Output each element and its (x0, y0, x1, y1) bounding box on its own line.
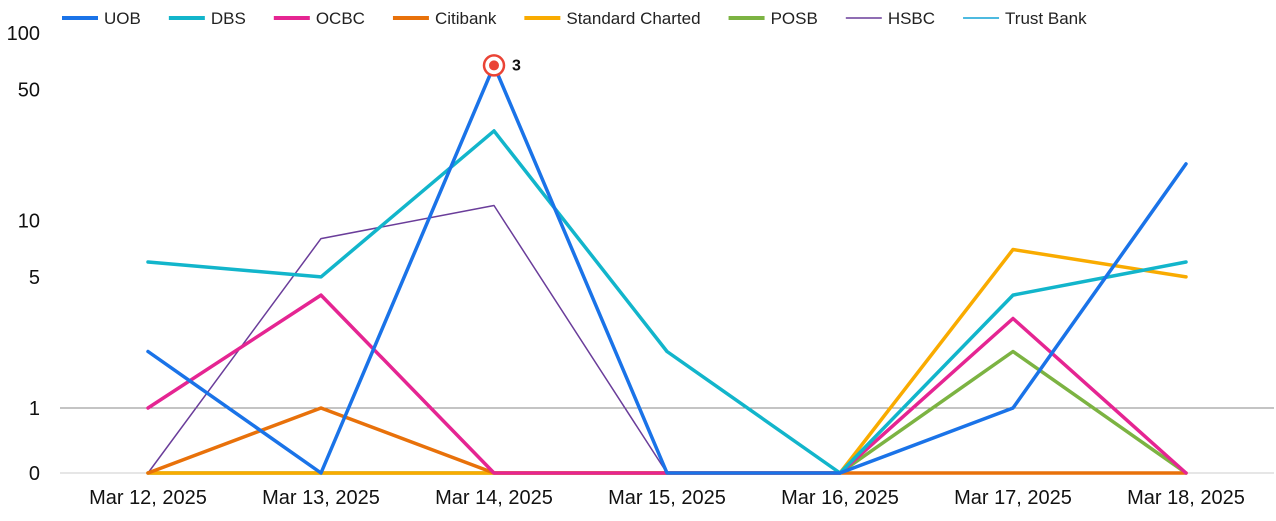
legend-label: HSBC (888, 9, 935, 28)
legend-item-dbs[interactable]: DBS (168, 9, 246, 28)
legend-label: UOB (104, 9, 141, 28)
series-line-citibank[interactable] (146, 406, 1188, 475)
series-line-posb[interactable] (146, 349, 1188, 475)
x-tick-label: Mar 14, 2025 (435, 487, 553, 509)
x-tick-label: Mar 18, 2025 (1127, 487, 1245, 509)
legend-item-citibank[interactable]: Citibank (392, 9, 497, 28)
chart-annotations: 3 (482, 54, 521, 77)
series-line-uob[interactable] (146, 63, 1188, 475)
legend-item-posb[interactable]: POSB (728, 9, 818, 28)
legend-item-ocbc[interactable]: OCBC (273, 9, 365, 28)
legend-label: POSB (771, 9, 818, 28)
annotation-dot (489, 60, 499, 71)
x-tick-label: Mar 13, 2025 (262, 487, 380, 509)
chart-legend: UOB DBS OCBC Citibank Standard Charted POSB HS… (62, 9, 1087, 28)
legend-label: Citibank (435, 9, 497, 28)
series-line-standard-charted[interactable] (146, 247, 1188, 475)
legend-label: Standard Charted (566, 9, 700, 28)
annotation-label: 3 (512, 57, 521, 74)
legend-label: Trust Bank (1005, 9, 1087, 28)
series-lines (146, 63, 1188, 475)
legend-item-uob[interactable]: UOB (62, 9, 141, 28)
y-axis: 0 1 5 10 50 100 (7, 23, 40, 485)
x-tick-label: Mar 12, 2025 (89, 487, 207, 509)
legend-item-standard-charted[interactable]: Standard Charted (524, 9, 701, 28)
x-tick-label: Mar 16, 2025 (781, 487, 899, 509)
y-tick-label: 50 (18, 79, 40, 101)
y-tick-label: 10 (18, 210, 40, 232)
x-axis: Mar 12, 2025 Mar 13, 2025 Mar 14, 2025 Mar … (89, 487, 1245, 509)
y-tick-label: 5 (29, 267, 40, 289)
legend-label: DBS (211, 9, 246, 28)
x-tick-label: Mar 17, 2025 (954, 487, 1072, 509)
y-tick-label: 100 (7, 23, 40, 45)
series-line-hsbc[interactable] (147, 204, 1187, 474)
series-line-dbs[interactable] (146, 129, 1188, 475)
legend-item-hsbc[interactable]: HSBC (845, 9, 935, 28)
y-tick-label: 1 (29, 398, 40, 420)
x-tick-label: Mar 15, 2025 (608, 487, 726, 509)
legend-item-trust-bank[interactable]: Trust Bank (963, 9, 1087, 28)
legend-label: OCBC (316, 9, 365, 28)
annotation-marker[interactable]: 3 (482, 54, 521, 77)
y-tick-label: 0 (29, 463, 40, 485)
